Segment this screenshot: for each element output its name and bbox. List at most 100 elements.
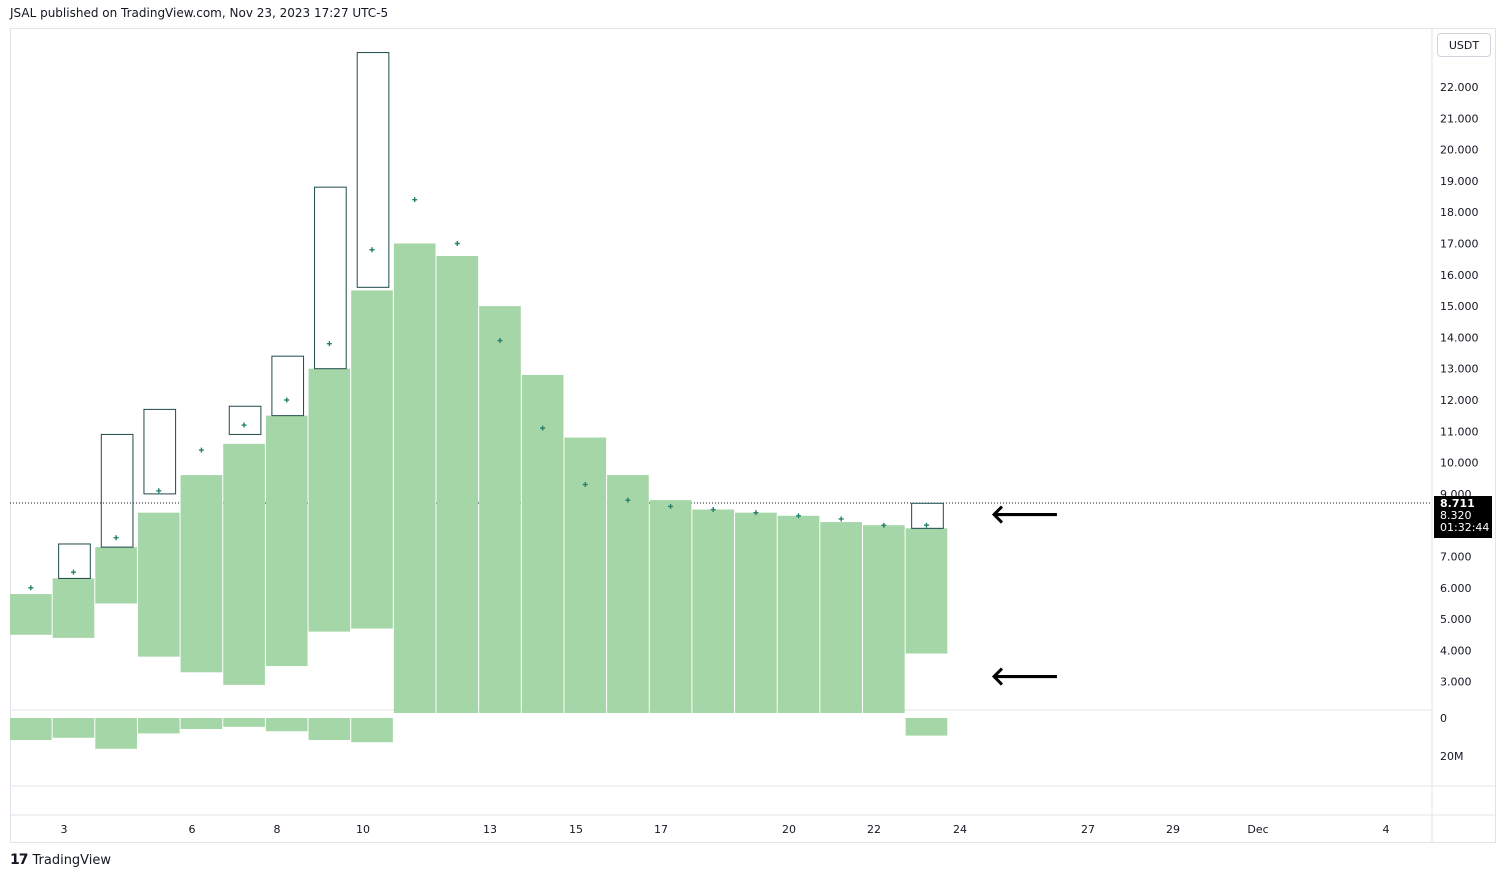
y-tick-label: 15.000: [1440, 300, 1479, 313]
range-outline: [314, 186, 347, 370]
bar-countdown: 01:32:44: [1440, 521, 1490, 534]
volume-tick-label: 20M: [1440, 750, 1464, 763]
arrow-left-icon: 🡐: [990, 662, 1060, 692]
price-bar: [223, 443, 265, 685]
x-tick-label: 17: [654, 823, 668, 836]
price-marker: [284, 397, 290, 403]
range-outline: [356, 52, 390, 288]
y-tick-label: 12.000: [1440, 394, 1479, 407]
volume-tick-label: 0: [1440, 712, 1447, 725]
price-bar: [137, 512, 180, 657]
x-tick-label: 4: [1383, 823, 1390, 836]
range-outline: [271, 355, 305, 417]
y-tick-label: 18.000: [1440, 206, 1479, 219]
y-tick-label: 13.000: [1440, 363, 1479, 376]
range-outline: [100, 433, 134, 548]
volume-bar: [95, 718, 137, 749]
y-tick-label: 21.000: [1440, 112, 1479, 125]
y-tick-label: 19.000: [1440, 175, 1479, 188]
price-bar: [479, 306, 521, 713]
price-marker: [838, 516, 844, 522]
last-price-value: 8.711: [1440, 497, 1475, 510]
price-bar: [393, 243, 436, 713]
y-tick-label: 6.000: [1440, 582, 1472, 595]
publish-info: JSAL published on TradingView.com, Nov 2…: [10, 6, 389, 20]
price-bar: [265, 415, 308, 667]
volume-bar: [10, 718, 52, 740]
price-marker: [113, 535, 119, 541]
volume-bar: [180, 718, 223, 729]
x-tick-label: Dec: [1247, 823, 1268, 836]
chart-frame: [10, 28, 1496, 843]
x-tick-label: 13: [483, 823, 497, 836]
price-bar: [607, 475, 649, 713]
price-marker: [625, 497, 631, 503]
volume-bar: [905, 718, 948, 736]
y-tick-label: 3.000: [1440, 676, 1472, 689]
x-tick-label: 8: [274, 823, 281, 836]
volume-bar: [223, 718, 265, 727]
x-tick-label: 3: [61, 823, 68, 836]
price-bar: [905, 528, 948, 654]
y-tick-label: 20.000: [1440, 144, 1479, 157]
price-marker: [497, 338, 503, 344]
volume-bar: [351, 718, 393, 743]
x-tick-label: 10: [356, 823, 370, 836]
y-tick-label: 17.000: [1440, 238, 1479, 251]
price-marker: [156, 488, 162, 494]
price-marker: [241, 422, 247, 428]
price-marker: [668, 503, 674, 509]
price-marker: [28, 585, 34, 591]
currency-selector[interactable]: USDT: [1437, 33, 1491, 57]
volume-bar: [137, 718, 180, 734]
tradingview-brand[interactable]: 17 TradingView: [10, 852, 111, 868]
x-tick-label: 20: [782, 823, 796, 836]
y-tick-label: 16.000: [1440, 269, 1479, 282]
price-bar: [351, 290, 393, 629]
volume-bar: [52, 718, 95, 738]
price-bar: [820, 522, 862, 713]
price-bar: [649, 500, 692, 713]
volume-bar: [308, 718, 351, 740]
x-tick-label: 6: [189, 823, 196, 836]
y-tick-label: 5.000: [1440, 613, 1472, 626]
x-tick-label: 29: [1166, 823, 1180, 836]
price-marker: [582, 482, 588, 488]
price-marker: [454, 241, 460, 246]
tradingview-logo: 17: [10, 852, 29, 868]
price-marker: [540, 425, 546, 431]
price-marker: [710, 507, 716, 513]
brand-name: TradingView: [32, 852, 112, 868]
price-bar: [180, 475, 223, 673]
price-bar: [308, 368, 351, 632]
price-marker: [198, 447, 204, 453]
y-tick-label: 11.000: [1440, 425, 1479, 438]
last-price-label: 8.711 8.320 01:32:44: [1434, 496, 1492, 538]
price-bar: [777, 515, 820, 713]
price-marker: [881, 522, 887, 528]
price-bar: [95, 547, 137, 604]
price-bar: [52, 578, 95, 638]
range-outline: [911, 502, 944, 529]
x-tick-label: 15: [569, 823, 583, 836]
volume-bar: [265, 718, 308, 732]
price-bar: [521, 374, 564, 713]
x-tick-label: 22: [867, 823, 881, 836]
y-tick-label: 14.000: [1440, 331, 1479, 344]
price-marker: [796, 513, 802, 519]
y-tick-label: 10.000: [1440, 457, 1479, 470]
range-outline: [143, 408, 177, 495]
x-tick-label: 27: [1081, 823, 1095, 836]
arrow-left-icon: 🡐: [990, 500, 1060, 530]
price-marker: [753, 510, 759, 516]
price-marker: [923, 522, 929, 528]
price-bar: [436, 256, 479, 713]
price-marker: [412, 197, 418, 203]
range-outline: [228, 405, 262, 435]
price-marker: [369, 247, 375, 253]
secondary-price-value: 8.320: [1440, 509, 1472, 522]
price-marker: [326, 341, 332, 347]
price-bar: [692, 509, 735, 713]
y-tick-label: 22.000: [1440, 81, 1479, 94]
